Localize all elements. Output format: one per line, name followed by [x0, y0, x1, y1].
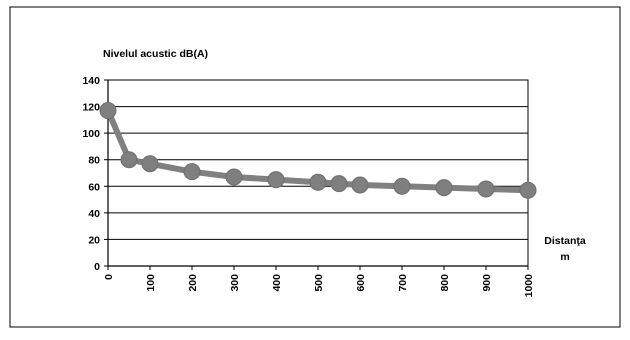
- data-point: [351, 176, 369, 194]
- x-tick-label: 1000: [523, 274, 535, 298]
- data-point: [99, 102, 117, 120]
- data-point: [330, 175, 348, 193]
- y-tick-label: 100: [82, 128, 100, 140]
- plot-area: [107, 79, 529, 267]
- y-tick-label: 0: [94, 261, 100, 273]
- x-tick-labels: 0 100 200 300 400 500 600 700 800 900 1000: [103, 274, 535, 298]
- x-tick-label: 900: [481, 274, 493, 292]
- y-tick-label: 140: [82, 75, 100, 87]
- y-tick-label: 80: [88, 155, 100, 167]
- x-tick-label: 700: [397, 274, 409, 292]
- x-tick-label: 800: [439, 274, 451, 292]
- data-point: [309, 173, 327, 191]
- data-point: [477, 180, 495, 198]
- x-tick-label: 400: [271, 274, 283, 292]
- data-point: [183, 163, 201, 181]
- data-point: [141, 155, 159, 173]
- x-tick-label: 0: [103, 274, 115, 280]
- data-point: [435, 179, 453, 197]
- x-tick-label: 300: [229, 274, 241, 292]
- x-tick-label: 100: [145, 274, 157, 292]
- data-point: [120, 151, 138, 169]
- y-tick-label: 60: [88, 181, 100, 193]
- y-tick-labels: 0 20 40 60 80 100 120 140: [82, 75, 100, 273]
- x-axis-title-line1: Distanţa: [544, 235, 586, 247]
- data-point: [225, 168, 243, 186]
- y-axis-title: Nivelul acustic dB(A): [103, 48, 208, 60]
- x-tick-label: 600: [355, 274, 367, 292]
- x-tick-label: 200: [187, 274, 199, 292]
- x-tick-label: 500: [313, 274, 325, 292]
- x-axis-title-line2: m: [560, 251, 569, 263]
- series-noise-level: [99, 102, 537, 199]
- data-point: [267, 171, 285, 189]
- data-point: [393, 177, 411, 195]
- y-tick-label: 120: [82, 102, 100, 114]
- y-tick-label: 40: [88, 208, 100, 220]
- y-tick-label: 20: [88, 234, 100, 246]
- data-point: [519, 181, 537, 199]
